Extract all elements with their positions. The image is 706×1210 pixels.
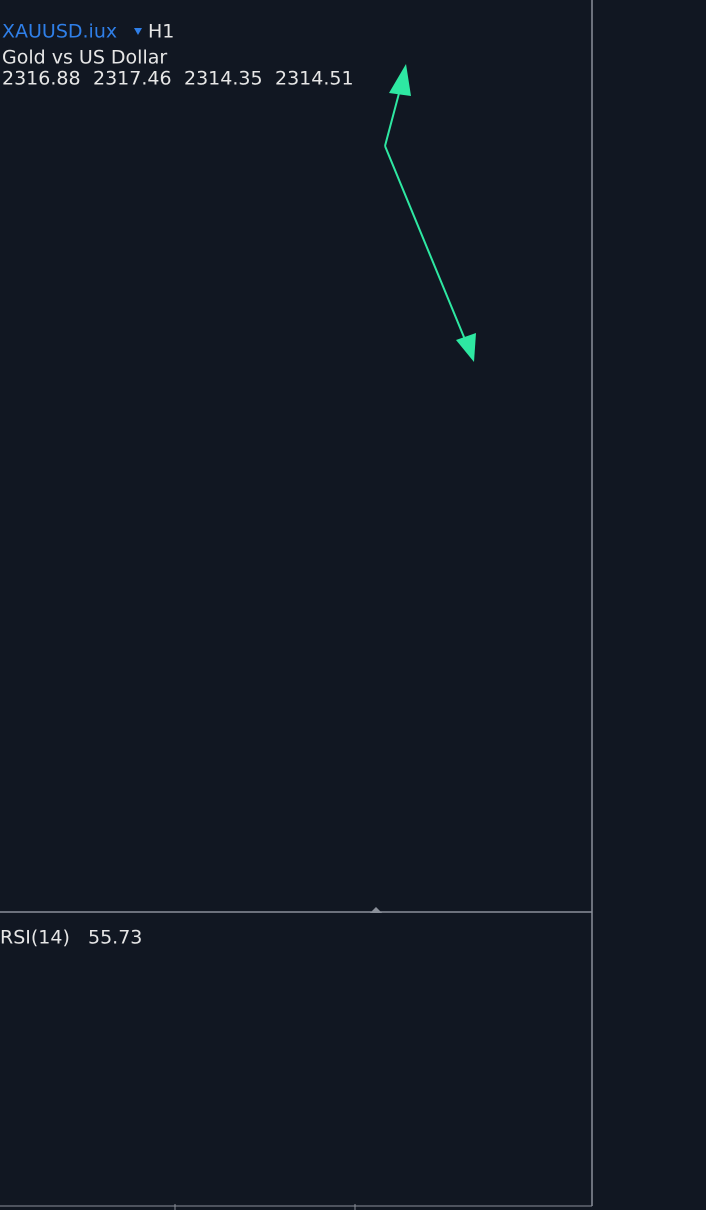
ohlc-low: 2314.35 (184, 68, 263, 90)
trend-arrows (384, 64, 476, 362)
arrowhead-up (389, 64, 411, 96)
timeframe[interactable]: H1 (148, 21, 174, 43)
arrow-down (384, 145, 467, 343)
indicator-value: 55.73 (88, 927, 142, 949)
ohlc-high: 2317.46 (93, 68, 172, 90)
ohlc-close: 2314.51 (275, 68, 354, 90)
symbol-dropdown-icon[interactable] (134, 28, 142, 35)
ohlc-open: 2316.88 (2, 68, 81, 90)
symbol[interactable]: XAUUSD.iux (2, 21, 117, 43)
indicator-title: RSI(14) (0, 927, 70, 949)
chart-title: Gold vs US Dollar (2, 47, 167, 69)
scroll-marker (370, 907, 382, 913)
arrowhead-down (456, 333, 476, 362)
